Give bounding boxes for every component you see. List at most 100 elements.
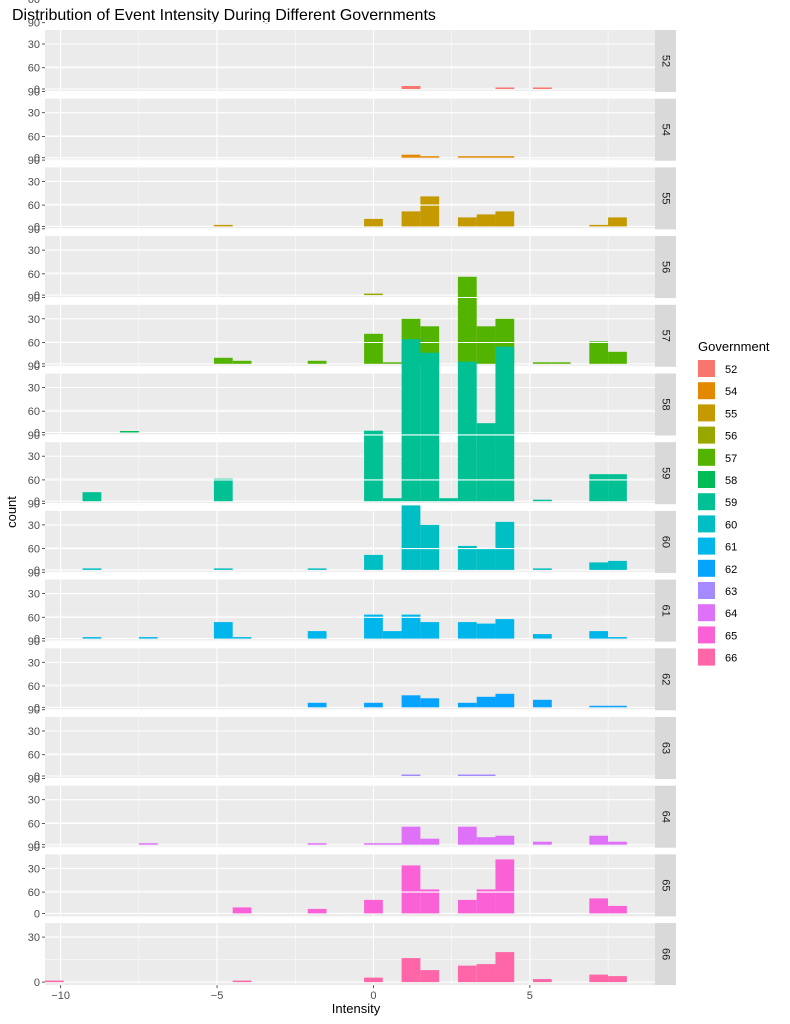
histogram-bar [401, 505, 421, 570]
x-axis-title: Intensity [332, 1001, 381, 1016]
x-tick-label: −5 [211, 990, 224, 1002]
y-tick-label: 60 [28, 750, 40, 762]
panel-background [45, 923, 655, 986]
legend-label: 52 [725, 364, 737, 376]
histogram-bar [213, 478, 233, 502]
facet-strip-label: 66 [660, 948, 672, 960]
y-tick-label: 60 [28, 131, 40, 143]
histogram-bar [82, 492, 102, 502]
legend-key-66 [698, 648, 715, 666]
histogram-bar [401, 774, 421, 776]
histogram-bar [495, 835, 515, 845]
histogram-bar [589, 474, 609, 502]
panel-background [45, 167, 655, 230]
histogram-bar [213, 622, 233, 639]
facet-strip-label: 52 [660, 55, 672, 67]
histogram-bar [608, 705, 627, 708]
panel-background [45, 236, 655, 299]
y-tick-label: 30 [28, 657, 40, 669]
histogram-bar [138, 843, 158, 845]
facet-panel-58: 0 30 60 90 58 [28, 293, 676, 440]
legend-key-52 [698, 360, 715, 377]
histogram-bar [364, 218, 383, 227]
legend-key-56 [698, 426, 715, 444]
legend-label: 66 [725, 653, 737, 665]
y-tick-label: 0 [34, 634, 40, 646]
facet-panel-54: 0 30 60 90 54 [28, 18, 676, 165]
y-tick-label: 0 [34, 840, 40, 852]
y-tick-label: 60 [28, 63, 40, 75]
panel-background [45, 854, 655, 917]
histogram-bar [138, 637, 158, 639]
legend-label: 65 [725, 630, 737, 642]
histogram-bar [476, 837, 496, 845]
y-tick-label: 90 [28, 842, 40, 854]
facet-strip [655, 236, 676, 299]
y-tick-label: 60 [28, 681, 40, 693]
histogram-bar [307, 702, 327, 708]
y-tick-label: 0 [34, 771, 40, 783]
histogram-bar [401, 958, 421, 983]
x-tick-label: −10 [51, 990, 70, 1002]
y-tick-label: 30 [28, 39, 40, 51]
legend-key-62 [698, 559, 715, 577]
histogram-bar [364, 554, 383, 570]
histogram-bar [364, 702, 383, 708]
histogram-bar [533, 499, 552, 502]
histogram-bar [364, 843, 383, 845]
panel-background [45, 717, 655, 779]
y-tick-label: 90 [28, 155, 40, 167]
legend-key-63 [698, 582, 715, 599]
panel-background [45, 98, 655, 161]
legend-label: 57 [725, 453, 737, 465]
y-tick-label: 30 [28, 863, 40, 875]
histogram-bar [457, 622, 477, 639]
histogram-bar [457, 965, 477, 983]
histogram-bar [533, 699, 552, 708]
facet-strip [655, 304, 676, 367]
panel-background [45, 510, 655, 573]
y-tick-label: 90 [28, 224, 40, 236]
facet-panel-65: 0 30 60 90 65 [28, 773, 676, 920]
facet-panel-59: 0 30 60 90 59 [28, 339, 676, 508]
panel-background [45, 785, 655, 848]
histogram-bar [495, 693, 515, 708]
histogram-bar [495, 952, 515, 983]
histogram-bar [476, 774, 496, 776]
histogram-bar [307, 568, 327, 570]
histogram-bar [420, 196, 440, 227]
facet-panel-62: 0 30 60 90 62 [28, 567, 676, 714]
y-tick-label: 30 [28, 108, 40, 120]
histogram-bar [533, 362, 552, 364]
histogram-bar [533, 979, 552, 983]
legend-label: 60 [725, 519, 737, 531]
legend-key-57 [698, 448, 715, 466]
histogram-bar [401, 865, 421, 914]
facet-strip [655, 98, 676, 161]
histogram-bar [364, 430, 383, 502]
facet-strip-label: 65 [660, 879, 672, 891]
histogram-bar [495, 619, 515, 639]
histogram-bar [457, 217, 477, 227]
legend-key-58 [698, 471, 715, 488]
facet-strip-label: 63 [660, 742, 672, 754]
histogram-bar [476, 696, 496, 708]
histogram-bar [608, 560, 627, 570]
y-tick-label: 90 [28, 293, 40, 305]
facet-strip [655, 442, 676, 505]
histogram-bar [401, 339, 421, 502]
histogram-bar [476, 548, 496, 570]
y-tick-label: 90 [28, 567, 40, 579]
facet-strip-label: 61 [660, 604, 672, 616]
facet-strip [655, 510, 676, 573]
y-tick-label: 60 [28, 612, 40, 624]
y-tick-label: 30 [28, 726, 40, 738]
histogram-bar [476, 214, 496, 227]
panel-background [45, 373, 655, 436]
histogram-bar [495, 87, 515, 89]
facet-strip [655, 579, 676, 642]
histogram-bar [533, 87, 552, 89]
facet-strip-label: 64 [660, 811, 672, 823]
histogram-bar [589, 224, 609, 227]
y-tick-label: 60 [28, 887, 40, 899]
